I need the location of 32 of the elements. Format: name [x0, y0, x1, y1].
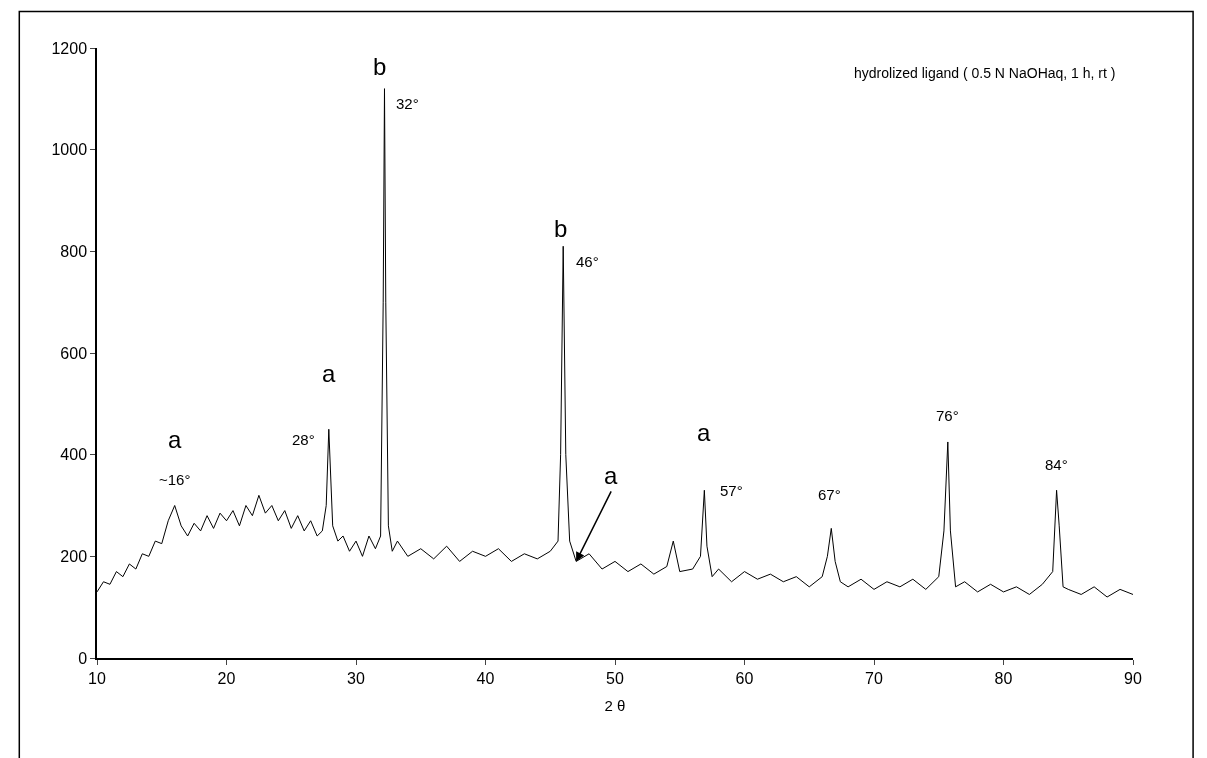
annotation: 57°: [720, 482, 743, 499]
y-tick-label: 200: [60, 547, 88, 565]
y-tick-label: 600: [60, 344, 88, 362]
annotation: 67°: [818, 486, 841, 503]
y-tick-label: 1000: [51, 141, 88, 159]
annotation: 28°: [292, 431, 315, 448]
annotation: 32°: [396, 95, 419, 112]
x-tick-label: 20: [217, 669, 236, 687]
y-tick-label: 800: [60, 242, 88, 260]
x-tick-label: 80: [994, 669, 1013, 687]
annotation: hydrolized ligand ( 0.5 N NaOHaq, 1 h, rt ): [854, 65, 1116, 81]
y-tick-label: 1200: [51, 39, 88, 57]
x-tick-label: 40: [476, 669, 495, 687]
x-tick-label: 10: [88, 669, 106, 687]
x-tick-label: 60: [735, 669, 754, 687]
annotation: 46°: [576, 253, 599, 270]
annotation: a: [322, 360, 336, 387]
annotation: b: [373, 53, 387, 80]
x-tick-label: 50: [606, 669, 624, 687]
annotation: a: [168, 426, 182, 453]
annotation: b: [554, 215, 568, 242]
annotation: 84°: [1045, 456, 1068, 473]
x-axis-title: 2 θ: [604, 697, 626, 715]
annotation: a: [604, 462, 618, 489]
x-tick-label: 90: [1124, 669, 1142, 687]
x-tick-label: 70: [865, 669, 883, 687]
y-tick-label: 0: [78, 649, 88, 667]
annotation: a: [697, 419, 711, 446]
x-tick-label: 30: [347, 669, 365, 687]
annotation: ~16°: [159, 471, 191, 488]
annotation: 76°: [936, 407, 959, 424]
y-tick-label: 400: [60, 446, 88, 464]
